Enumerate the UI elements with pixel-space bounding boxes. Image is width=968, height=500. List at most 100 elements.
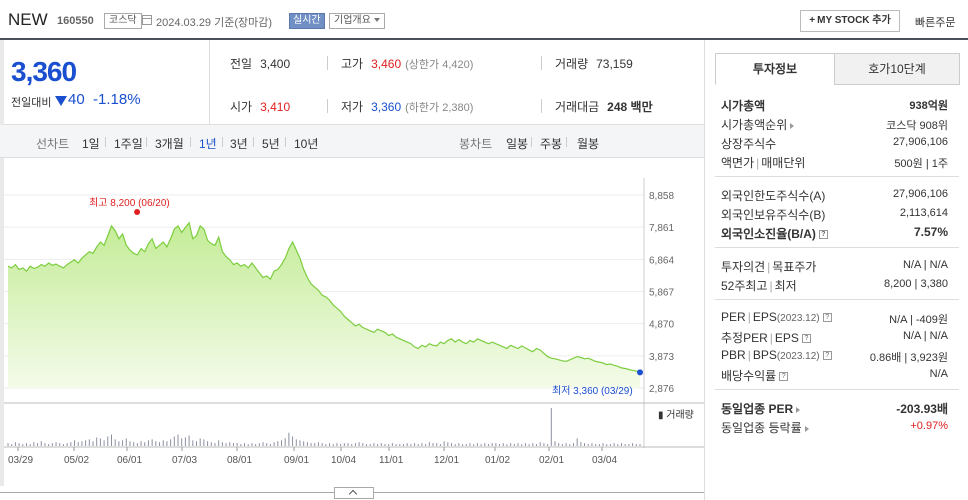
volume-bar [576,438,578,446]
y-tick-label: 3,873 [649,352,674,363]
volume-bar [155,441,157,446]
help-icon[interactable]: ? [822,351,832,361]
prev-close: 전일 3,400 [230,55,290,72]
current-price: 3,360 [11,56,77,87]
foreign-ratio-value: 7.57% [913,225,948,239]
calendar-icon [142,15,152,25]
volume-bar [539,442,541,446]
volume-bar [587,444,589,446]
volume-bar [266,443,268,446]
price-area-fill [8,222,640,388]
collapse-chart-button[interactable] [334,487,374,499]
volume-bar [207,441,209,446]
volume-bar [399,444,401,446]
divider [541,56,542,70]
volume-bar [244,443,246,446]
bps-year: (2023.12) [776,351,820,362]
info-tabs: 투자정보 호가10단계 [715,53,960,85]
volume-bar [203,439,205,446]
volume-bar [7,443,9,446]
x-tick-label: 05/02 [64,455,89,466]
trade-amount-value: 248 백만 [607,100,653,114]
bps-label: BPS [752,348,777,362]
52week-value: 8,200 | 3,380 [883,278,948,290]
volume-bar [210,442,212,446]
volume-bar [469,443,471,446]
down-arrow-icon [55,96,67,106]
tab-3y[interactable]: 3년 [230,137,248,151]
divider [105,137,106,147]
par-unit-value: 500원 | 1주 [894,158,948,170]
help-icon[interactable]: ? [818,230,828,240]
tab-investment-info[interactable]: 투자정보 [715,53,835,85]
volume-bar [147,440,149,446]
volume-bar [454,444,456,446]
tab-1y[interactable]: 1년 [199,137,217,151]
tab-1d[interactable]: 1일 [82,137,100,151]
tab-order-book[interactable]: 호가10단계 [834,53,960,85]
quick-order-link[interactable]: 빠른주문 [915,17,956,29]
volume-bar [229,442,231,446]
volume-bar [447,442,449,446]
x-tick-label: 07/03 [172,455,197,466]
y-tick-label: 8,858 [649,191,674,202]
volume-bar [606,444,608,446]
industry-per-label[interactable]: 동일업종 PER [721,400,801,417]
volume-bar [506,444,508,446]
listed-shares-value: 27,906,106 [892,136,948,148]
volume-bar [62,444,64,446]
volume-bar [258,443,260,446]
volume-label: ▮ 거래량 [658,409,694,421]
tab-3m[interactable]: 3개월 [155,137,184,151]
tab-daily[interactable]: 일봉 [506,137,529,151]
volume-bar [159,442,161,446]
volume-bar [572,443,574,446]
candle-chart-label: 봉차트 [459,137,493,151]
open-price: 시가 3,410 [230,98,290,115]
stock-code: 160550 [57,15,94,27]
volume-bar [192,440,194,446]
high-label: 최고 8,200 (06/20) [89,197,170,209]
volume-bar [173,436,175,446]
help-icon[interactable]: ? [779,372,789,382]
industry-change-label[interactable]: 동일업종 등락률 [721,419,809,436]
foreign-ratio-label: 외국인소진율(B/A)? [721,225,828,242]
volume-bar [221,442,223,446]
realtime-button[interactable]: 실시간 [289,13,325,29]
low-price-value: 3,360 [371,100,402,114]
par-label: 액면가 [721,156,755,170]
volume-bar [547,444,549,446]
help-icon[interactable]: ? [822,313,832,323]
volume-bar [613,443,615,446]
high-price-value: 3,460 [371,57,402,71]
volume-bar [22,444,24,446]
opinion-target-label: 투자의견 | 목표주가 [721,260,817,274]
tab-10y[interactable]: 10년 [294,137,319,151]
volume-bar [225,443,227,446]
y-tick-label: 2,876 [649,384,674,395]
volume-bar [184,437,186,446]
x-tick-label: 09/01 [284,455,309,466]
help-icon[interactable]: ? [801,334,811,344]
volume-bar [195,441,197,446]
volume-bar [395,444,397,446]
tab-1w[interactable]: 1주일 [114,137,143,151]
unit-label: 매매단위 [761,156,806,170]
chevron-right-icon [804,425,809,432]
volume-bar [292,436,294,446]
tab-monthly[interactable]: 월봉 [577,137,600,151]
tab-5y[interactable]: 5년 [262,137,280,151]
volume-bar [380,443,382,446]
add-mystock-button[interactable]: + MY STOCK 추가 [800,10,900,32]
volume-bar [314,443,316,446]
volume-bar [584,443,586,446]
volume-bar [414,443,416,446]
tab-weekly[interactable]: 주봉 [540,137,563,151]
volume-bar [598,444,600,446]
prev-close-label: 전일 [230,57,253,71]
volume-bar [162,440,164,446]
company-overview-dropdown[interactable]: 기업개요 [329,13,385,29]
opinion-label: 투자의견 [721,260,766,274]
target-label: 목표주가 [772,260,817,274]
price-chart[interactable]: 8,858 7,861 6,864 5,867 4,870 3,873 2,876 최고 8,… [0,158,704,486]
